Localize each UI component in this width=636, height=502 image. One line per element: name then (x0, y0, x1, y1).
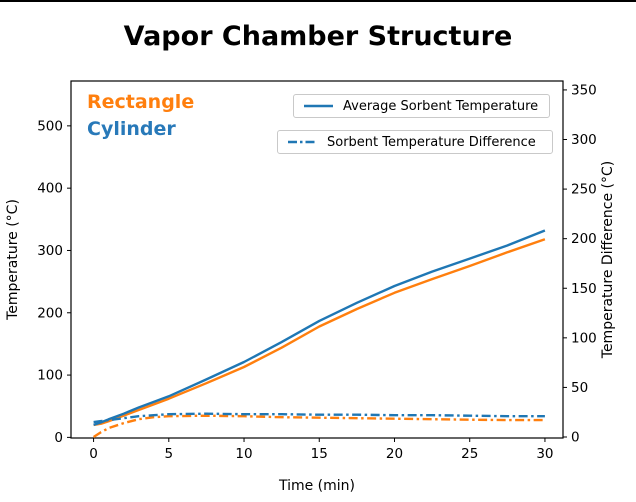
y-right-tick-label: 200 (571, 231, 597, 247)
x-tick-label: 15 (311, 446, 328, 462)
x-axis-label: Time (min) (278, 478, 355, 494)
x-tick-label: 30 (536, 446, 553, 462)
annotation-cylinder: Cylinder (87, 118, 176, 140)
y-right-tick-label: 250 (571, 182, 597, 198)
legend-label: Average Sorbent Temperature (343, 98, 539, 114)
y-axis-label-right: Temperature Difference (°C) (600, 161, 616, 359)
x-tick-label: 25 (461, 446, 478, 462)
legend-dashdot-line-icon (288, 140, 317, 144)
x-tick-label: 20 (386, 446, 403, 462)
axes-frame (70, 80, 564, 439)
series-line-right-dashdot (93, 412, 545, 424)
series-line-left-solid (93, 238, 546, 427)
legend-label: Sorbent Temperature Difference (327, 134, 536, 150)
y-left-tick-label: 0 (54, 430, 63, 446)
y-left-tick-label: 100 (37, 368, 63, 384)
chart-title: Vapor Chamber Structure (123, 21, 513, 52)
y-right-tick-label: 150 (571, 281, 597, 297)
legend-average-sorbent-temperature: Average Sorbent Temperature (293, 94, 550, 118)
legend-sorbent-temperature-difference: Sorbent Temperature Difference (277, 130, 553, 154)
x-tick-label: 10 (235, 446, 252, 462)
y-right-tick-label: 350 (571, 82, 597, 98)
window-top-edge (0, 0, 636, 2)
annotation-rectangle: Rectangle (87, 91, 195, 113)
legend-solid-line-icon (304, 104, 333, 108)
y-right-tick-label: 100 (571, 330, 597, 346)
y-left-tick-label: 300 (37, 243, 63, 259)
y-right-tick-label: 0 (571, 430, 580, 446)
x-tick-label: 0 (89, 446, 98, 462)
y-right-tick-label: 50 (571, 380, 588, 396)
series-line-left-solid (93, 229, 546, 427)
y-right-tick-label: 300 (571, 132, 597, 148)
y-left-tick-label: 200 (37, 305, 63, 321)
y-left-tick-label: 500 (37, 118, 63, 134)
y-left-tick-label: 400 (37, 181, 63, 197)
y-axis-label-left: Temperature (°C) (5, 199, 21, 321)
x-tick-label: 5 (165, 446, 174, 462)
series-line-right-dashdot (92, 414, 545, 439)
